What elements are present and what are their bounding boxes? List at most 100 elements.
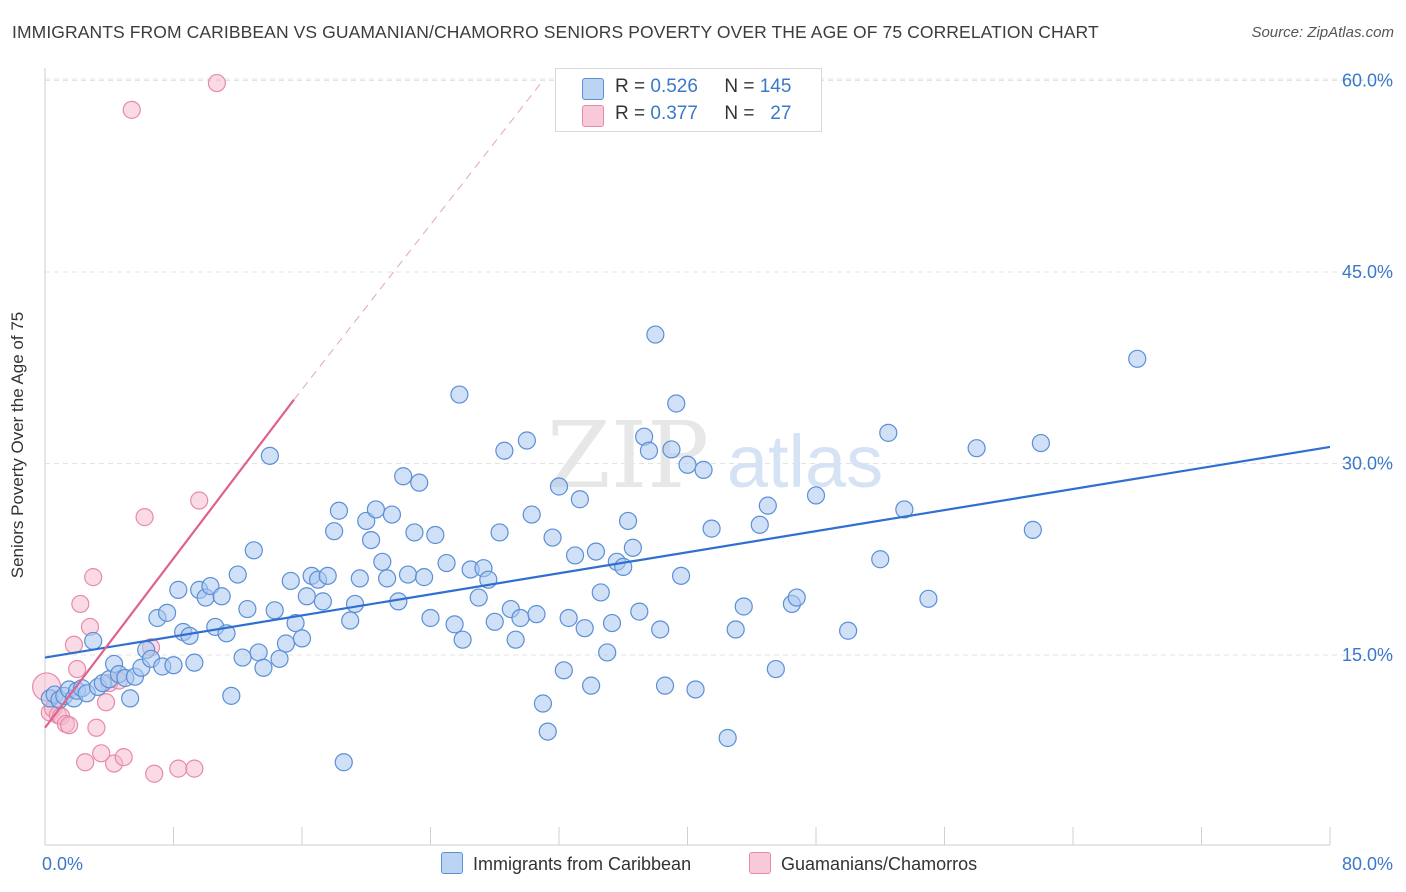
caribbean-point (265, 601, 284, 620)
y-tick-label: 45.0% (1342, 262, 1393, 282)
bottom-legend-label-guamanian: Guamanians/Chamorros (781, 854, 978, 874)
caribbean-point (297, 587, 316, 606)
caribbean-point (485, 612, 504, 631)
caribbean-point (630, 602, 649, 621)
caribbean-point (495, 441, 514, 460)
tick-labels: 15.0% 30.0% 45.0% 60.0% 0.0% 80.0% (42, 71, 1393, 875)
legend-swatch-caribbean (582, 78, 604, 100)
caribbean-point (919, 589, 938, 608)
legend-r-label: R = (615, 76, 646, 97)
caribbean-point (549, 477, 569, 496)
y-tick-label: 30.0% (1342, 454, 1393, 474)
caribbean-point (260, 446, 279, 465)
bottom-legend-swatch-caribbean (441, 852, 463, 874)
caribbean-point (517, 431, 536, 450)
caribbean-point (839, 621, 858, 640)
caribbean-point (373, 552, 392, 571)
caribbean-point (750, 515, 769, 534)
caribbean-point (787, 588, 806, 607)
caribbean-point (325, 522, 344, 541)
caribbean-point (405, 523, 424, 542)
caribbean-point (702, 519, 721, 538)
y-tick-label: 60.0% (1342, 71, 1393, 91)
caribbean-point (511, 608, 530, 628)
caribbean-point (238, 599, 257, 619)
caribbean-point (121, 689, 140, 708)
caribbean-point (655, 676, 675, 695)
caribbean-point (410, 473, 429, 492)
caribbean-point (623, 538, 642, 557)
x-tick-label-max: 80.0% (1342, 854, 1393, 874)
bottom-legend-swatch-guamanian (749, 852, 771, 874)
guamanian-point (71, 594, 90, 614)
caribbean-point (445, 615, 464, 634)
caribbean-point (394, 467, 413, 486)
caribbean-point (453, 630, 472, 649)
legend-text-guamanian: R = 0.377 N = 27 (615, 103, 791, 125)
caribbean-point (329, 501, 349, 520)
caribbean-point (967, 439, 986, 458)
caribbean-point (766, 659, 785, 679)
guamanian-point (114, 748, 133, 767)
watermark-zip: ZIP (547, 402, 709, 509)
guamanian-point (68, 659, 87, 679)
caribbean-point (361, 530, 381, 550)
caribbean-point (164, 656, 183, 675)
caribbean-point (602, 613, 622, 633)
caribbean-point (426, 525, 445, 545)
legend-n-label: N = (724, 76, 755, 97)
guamanian-point (76, 753, 95, 772)
x-tick-label-min: 0.0% (42, 854, 83, 874)
caribbean-point (249, 643, 268, 662)
caribbean-point (671, 566, 691, 585)
caribbean-point (398, 565, 418, 584)
source-credit: Source: ZipAtlas.com (1251, 24, 1394, 41)
caribbean-point (254, 658, 273, 677)
caribbean-point (646, 325, 665, 344)
caribbean-point (276, 634, 296, 653)
caribbean-point (421, 608, 440, 628)
caribbean-point (667, 394, 686, 413)
caribbean-point (895, 500, 914, 519)
caribbean-point (879, 423, 898, 442)
caribbean-point (1023, 520, 1042, 539)
caribbean-point (506, 630, 525, 649)
caribbean-point (201, 576, 220, 596)
guamanian-trend-line (44, 399, 295, 729)
caribbean-point (382, 505, 402, 524)
legend-r-value: 0.377 (650, 103, 698, 124)
guamanian-point (169, 759, 188, 778)
caribbean-point (662, 440, 681, 459)
caribbean-point (522, 505, 541, 524)
caribbean-point (490, 523, 509, 542)
bottom-legend-caribbean: Immigrants from Caribbean (441, 852, 691, 875)
caribbean-point (292, 629, 312, 648)
caribbean-point (1031, 433, 1050, 453)
y-tick-label: 15.0% (1342, 645, 1393, 665)
caribbean-point (639, 441, 659, 460)
guamanian-point (135, 508, 154, 527)
caribbean-point (244, 541, 263, 560)
caribbean-point (651, 620, 670, 639)
caribbean-point (565, 546, 585, 565)
guamanian-point (190, 491, 209, 510)
guamanian-point (84, 568, 103, 587)
caribbean-trend-line (44, 445, 1331, 659)
caribbean-point (678, 455, 697, 474)
guamanian-point (122, 100, 141, 119)
caribbean-point (538, 722, 557, 741)
caribbean-point (1128, 349, 1147, 368)
legend-swatch-guamanian (582, 105, 604, 127)
caribbean-point (726, 620, 745, 639)
caribbean-point (157, 603, 177, 622)
caribbean-point (270, 649, 289, 668)
legend-box: R = 0.526 N = 145 R = 0.377 N = 27 (555, 68, 822, 132)
caribbean-point (286, 613, 305, 633)
caribbean-point (233, 648, 252, 667)
caribbean-point (318, 566, 337, 585)
guamanian-point (59, 716, 79, 735)
caribbean-point (366, 500, 385, 519)
watermark-atlas: atlas (727, 420, 883, 503)
caribbean-point (313, 592, 332, 611)
